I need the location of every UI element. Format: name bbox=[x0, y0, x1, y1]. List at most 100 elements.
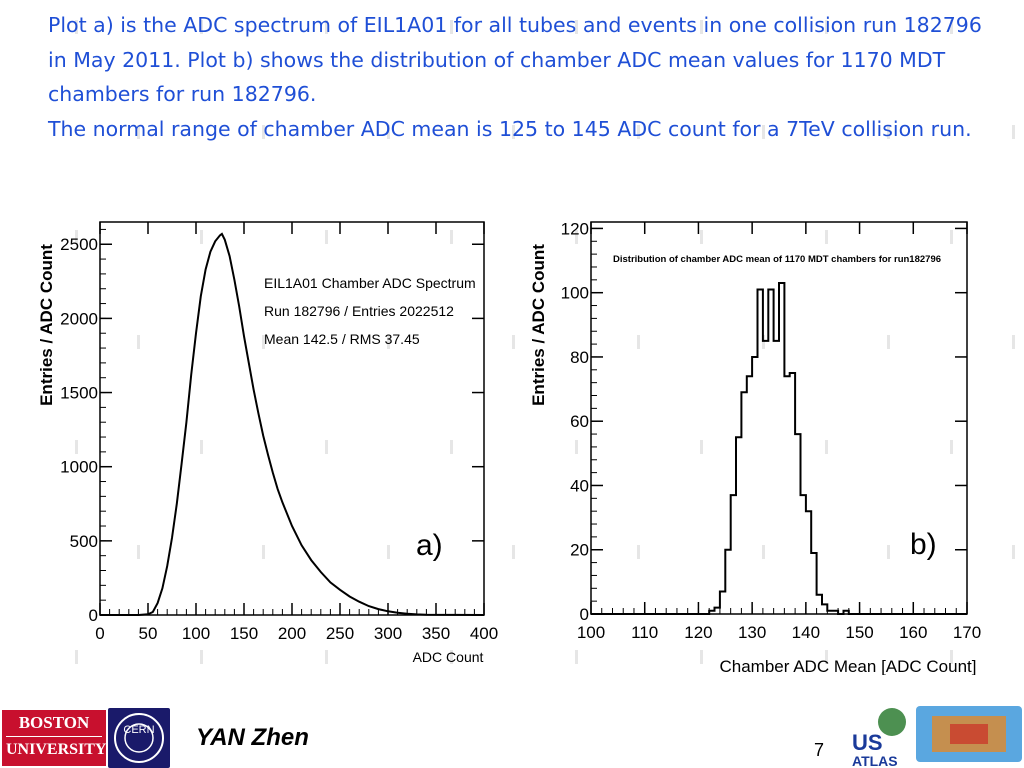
adc-spectrum-histogram-line bbox=[100, 232, 485, 616]
background-dash bbox=[700, 650, 703, 664]
background-dash bbox=[325, 650, 328, 664]
plot-a-y-axis: 0 500 1000 1500 2000 2500 bbox=[60, 228, 484, 625]
background-dash bbox=[950, 20, 953, 34]
boston-logo-line1: BOSTON bbox=[18, 713, 90, 732]
background-dash bbox=[450, 440, 453, 454]
background-dash bbox=[450, 20, 453, 34]
x-tick-label: 250 bbox=[326, 624, 354, 643]
boston-university-logo: BOSTON UNIVERSITY bbox=[2, 710, 106, 766]
background-dash bbox=[887, 125, 890, 139]
background-dash bbox=[75, 650, 78, 664]
background-dash bbox=[262, 335, 265, 349]
y-tick-label: 120 bbox=[561, 219, 589, 238]
background-dash bbox=[700, 440, 703, 454]
background-dash bbox=[262, 125, 265, 139]
background-dash bbox=[950, 440, 953, 454]
background-dash bbox=[512, 125, 515, 139]
y-tick-label: 20 bbox=[570, 541, 589, 560]
paragraph-1: Plot a) is the ADC spectrum of EIL1A01 f… bbox=[48, 13, 982, 106]
x-tick-label: 400 bbox=[470, 624, 498, 643]
background-dash bbox=[75, 440, 78, 454]
plot-b-x-axis: 100 110 120 130 140 150 160 170 bbox=[577, 222, 981, 642]
plot-a-annotation-1: EIL1A01 Chamber ADC Spectrum bbox=[264, 275, 476, 291]
background-dash bbox=[137, 545, 140, 559]
background-dash bbox=[1012, 125, 1015, 139]
background-dash bbox=[387, 545, 390, 559]
background-dash bbox=[637, 545, 640, 559]
background-dash bbox=[387, 125, 390, 139]
background-dash bbox=[75, 230, 78, 244]
y-tick-label: 80 bbox=[570, 348, 589, 367]
background-dash bbox=[575, 230, 578, 244]
background-dash bbox=[200, 20, 203, 34]
background-dash bbox=[575, 440, 578, 454]
plot-a-ylabel: Entries / ADC Count bbox=[37, 244, 56, 406]
background-dash bbox=[762, 545, 765, 559]
background-dash bbox=[950, 650, 953, 664]
page-number: 7 bbox=[814, 740, 825, 760]
x-tick-label: 150 bbox=[230, 624, 258, 643]
y-tick-label: 100 bbox=[561, 284, 589, 303]
plot-a-xlabel: ADC Count bbox=[413, 649, 484, 665]
background-dash bbox=[575, 650, 578, 664]
slide-text: Plot a) is the ADC spectrum of EIL1A01 f… bbox=[48, 8, 988, 146]
cern-logo-text: CERN bbox=[123, 724, 154, 736]
y-tick-label: 1000 bbox=[60, 458, 98, 477]
us-atlas-logo: US ATLAS bbox=[852, 706, 1022, 768]
background-dash bbox=[262, 545, 265, 559]
x-tick-label: 110 bbox=[631, 623, 658, 642]
paragraph-2: The normal range of chamber ADC mean is … bbox=[48, 116, 972, 141]
background-dash bbox=[137, 125, 140, 139]
background-dash bbox=[1012, 335, 1015, 349]
x-tick-label: 350 bbox=[422, 624, 450, 643]
background-dash bbox=[575, 20, 578, 34]
background-dash bbox=[637, 125, 640, 139]
usatlas-us-text: US bbox=[852, 730, 883, 755]
background-dash bbox=[200, 440, 203, 454]
background-dash bbox=[700, 230, 703, 244]
background-dash bbox=[1012, 545, 1015, 559]
background-dash bbox=[762, 335, 765, 349]
plot-a-panel-label: a) bbox=[416, 529, 443, 562]
background-dash bbox=[887, 335, 890, 349]
background-dash bbox=[950, 230, 953, 244]
y-tick-label: 2000 bbox=[60, 309, 98, 328]
background-dash bbox=[325, 20, 328, 34]
x-tick-label: 150 bbox=[845, 623, 873, 642]
background-dash bbox=[762, 125, 765, 139]
plot-b-frame bbox=[590, 221, 968, 615]
y-tick-label: 2500 bbox=[60, 235, 98, 254]
x-tick-label: 130 bbox=[738, 623, 766, 642]
background-dash bbox=[325, 230, 328, 244]
x-tick-label: 120 bbox=[684, 623, 712, 642]
chamber-mean-histogram-line bbox=[591, 282, 967, 615]
plot-a-annotation-2: Run 182796 / Entries 2022512 bbox=[264, 303, 454, 319]
background-dash bbox=[450, 230, 453, 244]
background-dash bbox=[825, 440, 828, 454]
plot-b-panel-label: b) bbox=[910, 528, 937, 561]
author-name: YAN Zhen bbox=[196, 724, 309, 751]
x-tick-label: 170 bbox=[953, 623, 981, 642]
background-dash bbox=[200, 650, 203, 664]
chamber-adc-mean-plot: 0 20 40 60 80 100 120 100 110 120 130 140 150 160 170… bbox=[529, 219, 981, 675]
y-tick-label: 500 bbox=[70, 532, 98, 551]
cern-logo: CERN bbox=[108, 708, 170, 768]
background-dash bbox=[887, 545, 890, 559]
x-tick-label: 50 bbox=[139, 624, 158, 643]
plot-b-y-axis: 0 20 40 60 80 100 120 bbox=[561, 219, 967, 624]
plot-b-xlabel: Chamber ADC Mean [ADC Count] bbox=[720, 657, 977, 675]
x-tick-label: 160 bbox=[899, 623, 927, 642]
plot-a-annotation-3: Mean 142.5 / RMS 37.45 bbox=[264, 331, 420, 347]
background-dash bbox=[825, 20, 828, 34]
background-dash bbox=[200, 230, 203, 244]
x-tick-label: 100 bbox=[577, 623, 605, 642]
plot-b-title: Distribution of chamber ADC mean of 1170… bbox=[613, 254, 941, 265]
background-dash bbox=[512, 545, 515, 559]
usatlas-atlas-text: ATLAS bbox=[852, 753, 898, 768]
y-tick-label: 1500 bbox=[60, 384, 98, 403]
x-tick-label: 140 bbox=[792, 623, 820, 642]
y-tick-label: 40 bbox=[570, 476, 589, 495]
y-tick-label: 60 bbox=[570, 412, 589, 431]
background-dash bbox=[137, 335, 140, 349]
plot-a-x-axis: 0 50 100 150 200 250 300 350 400 bbox=[95, 222, 498, 643]
